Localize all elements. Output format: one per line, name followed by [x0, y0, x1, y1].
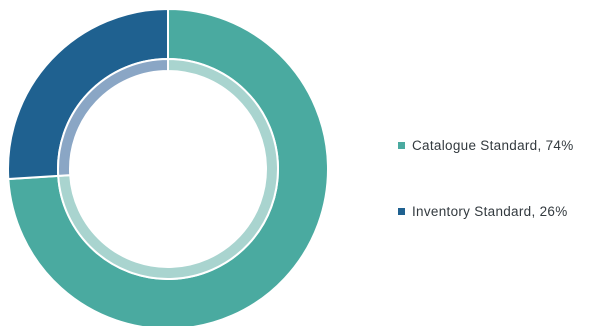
legend-item-inventory-standard: Inventory Standard, 26%: [398, 200, 589, 222]
legend: Catalogue Standard, 74% Inventory Standa…: [398, 134, 589, 266]
legend-swatch-inventory-standard: [398, 207, 405, 215]
legend-item-catalogue-standard: Catalogue Standard, 74%: [398, 134, 589, 156]
legend-swatch-catalogue-standard: [398, 141, 405, 149]
slice-inner-inventory-standard: [57, 57, 169, 177]
legend-label-catalogue-standard: Catalogue Standard, 74%: [412, 137, 574, 153]
legend-label-inventory-standard: Inventory Standard, 26%: [412, 203, 568, 219]
donut-slices: [7, 7, 329, 326]
